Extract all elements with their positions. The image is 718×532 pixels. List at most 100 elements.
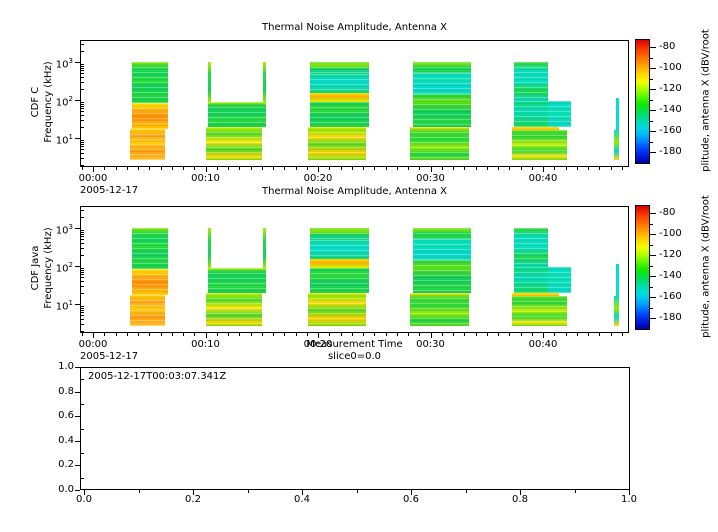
x-minor-tick: [250, 167, 252, 170]
spectrogram-block: [412, 239, 471, 261]
y-minor-tick: [81, 319, 84, 321]
slice-plot-area[interactable]: [80, 367, 630, 490]
x-tick-label: 00:10: [191, 173, 220, 184]
x-minor-tick: [329, 167, 331, 170]
colorbar-tick-label: -120: [659, 249, 682, 261]
colorbar-minor-tick: [650, 223, 653, 225]
colorbar-minor-tick: [650, 120, 653, 122]
y-minor-tick: [81, 239, 84, 241]
x-minor-tick: [183, 167, 184, 170]
x-minor-tick: [273, 333, 274, 336]
x-minor-tick: [465, 490, 467, 493]
x-minor-tick: [340, 167, 342, 170]
y-minor-tick: [81, 379, 84, 381]
y-minor-tick: [81, 157, 84, 159]
y-minor-tick: [81, 153, 84, 155]
y-major-tick: [75, 62, 80, 63]
x-tick-label: 00:30: [416, 173, 445, 184]
spectrogram-block: [412, 73, 471, 95]
x-major-tick: [318, 333, 319, 338]
spectrogram-block: [616, 263, 620, 297]
plot2-x-axis-title: Measurement Time: [306, 339, 403, 350]
y-minor-tick: [81, 115, 84, 117]
x-minor-tick: [531, 167, 533, 170]
y-minor-tick: [81, 247, 84, 249]
x-minor-tick: [171, 333, 173, 336]
x-tick-label: 1.0: [621, 494, 637, 505]
x-minor-tick: [115, 333, 117, 336]
y-minor-tick: [81, 43, 84, 45]
x-minor-tick: [239, 333, 241, 336]
plot2-spectrogram-area[interactable]: [80, 206, 629, 333]
colorbar[interactable]: [635, 205, 650, 330]
colorbar-major-tick: [650, 297, 656, 299]
y-minor-tick: [81, 164, 84, 166]
x-tick-label: 0.2: [185, 494, 201, 505]
y-minor-tick: [81, 111, 84, 113]
plot1-spectrogram-area[interactable]: [80, 40, 629, 167]
x-minor-tick: [565, 167, 567, 170]
x-tick-label: 0.0: [76, 494, 92, 505]
x-minor-tick: [565, 333, 567, 336]
x-tick-label: 00:20: [303, 339, 333, 350]
x-minor-tick: [126, 333, 128, 336]
x-tick-label: 00:00: [78, 339, 108, 350]
slice-time-annotation: 2005-12-17T00:03:07.341Z: [88, 371, 227, 382]
x-minor-tick: [261, 167, 263, 170]
spectrogram-block: [130, 295, 165, 327]
x-minor-tick: [81, 333, 83, 336]
spectrogram-block: [513, 228, 548, 267]
y-minor-tick: [81, 103, 84, 105]
y-minor-tick: [81, 269, 84, 271]
x-minor-tick: [588, 333, 589, 336]
colorbar-major-tick: [650, 318, 656, 320]
plot2-title: Thermal Noise Amplitude, Antenna X: [262, 186, 447, 197]
colorbar-tick-label: -160: [659, 291, 682, 303]
spectrogram-block: [207, 267, 266, 294]
spectrogram-block: [310, 93, 369, 103]
spectrogram-block: [410, 127, 469, 161]
x-tick-label: 00:30: [416, 339, 445, 350]
x-major-tick: [205, 167, 207, 172]
spectrogram-block: [310, 102, 369, 128]
x-minor-tick: [306, 167, 308, 170]
spectrogram-block: [132, 228, 169, 269]
spectrogram-block: [513, 266, 548, 294]
y-minor-tick: [81, 254, 84, 256]
colorbar2-label: plitude, antenna X (dBV/root: [700, 195, 712, 338]
colorbar-major-tick: [650, 213, 656, 215]
colorbar-major-tick: [650, 131, 656, 133]
x-minor-tick: [104, 167, 106, 170]
spectrogram-block: [132, 268, 169, 296]
x-minor-tick: [453, 333, 454, 336]
y-minor-tick: [81, 119, 84, 121]
y-minor-tick: [81, 139, 84, 141]
x-major-tick: [411, 490, 412, 495]
colorbar-major-tick: [650, 89, 656, 91]
colorbar-tick-label: -160: [659, 125, 682, 137]
spectrogram-block: [205, 293, 262, 327]
y-minor-tick: [81, 141, 84, 143]
y-minor-tick: [81, 73, 84, 75]
y-tick-label: 101: [55, 133, 73, 147]
y-major-tick: [75, 304, 80, 305]
x-minor-tick: [441, 167, 443, 170]
y-tick-label: 102: [55, 261, 73, 275]
x-minor-tick: [356, 490, 358, 493]
x-minor-tick: [498, 333, 499, 336]
x-major-tick: [543, 333, 544, 338]
y-major-tick: [75, 416, 80, 418]
colorbar[interactable]: [635, 39, 650, 164]
x-minor-tick: [171, 167, 173, 170]
y-minor-tick: [81, 233, 84, 235]
x-tick-label: 00:20: [303, 173, 333, 184]
spectrogram-block: [310, 62, 369, 75]
y-major-tick: [75, 391, 80, 393]
x-major-tick: [430, 167, 432, 172]
x-minor-tick: [261, 333, 263, 336]
x-minor-tick: [374, 167, 376, 170]
y-minor-tick: [81, 50, 84, 52]
x-tick-label: 0.4: [294, 494, 310, 505]
x-minor-tick: [441, 333, 443, 336]
y-tick-label: 0.4: [58, 434, 74, 446]
